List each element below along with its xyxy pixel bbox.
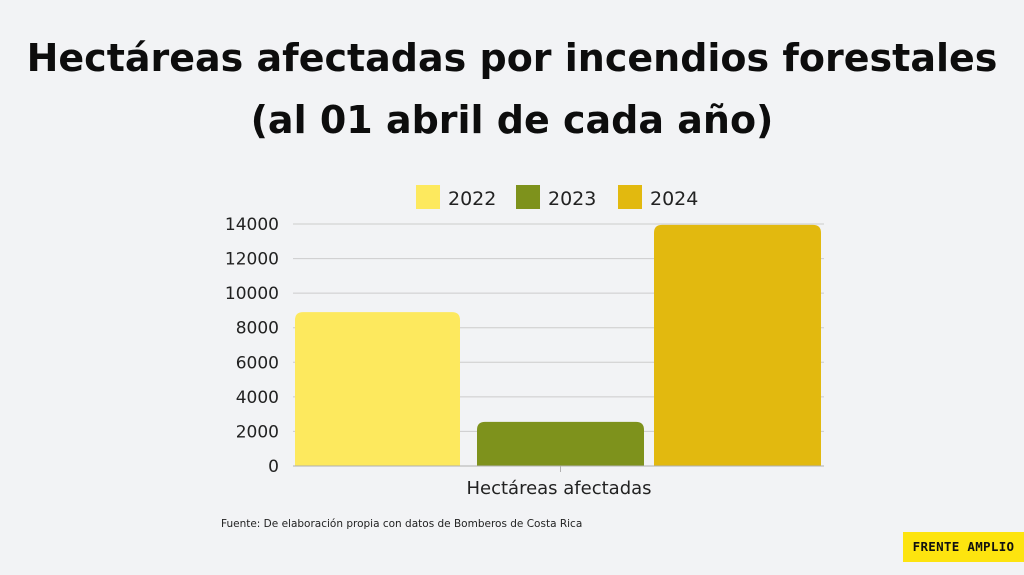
source-footnote: Fuente: De elaboración propia con datos … xyxy=(221,518,583,530)
x-category-label: Hectáreas afectadas xyxy=(466,478,651,499)
legend-label-2023: 2023 xyxy=(548,188,596,210)
y-tick-label: 2000 xyxy=(236,422,279,442)
chart-title-line-2: (al 01 abril de cada año) xyxy=(250,98,774,142)
legend-swatch-2023 xyxy=(516,185,540,209)
brand-logo: FRENTE AMPLIO xyxy=(903,532,1024,562)
y-tick-label: 4000 xyxy=(236,388,279,408)
y-tick-label: 8000 xyxy=(236,319,279,339)
bar-2024 xyxy=(654,224,821,466)
legend-label-2024: 2024 xyxy=(650,188,698,210)
y-tick-label: 12000 xyxy=(225,250,279,270)
bar-2023 xyxy=(477,421,644,466)
y-tick-label: 6000 xyxy=(236,353,279,373)
legend-swatch-2022 xyxy=(416,185,440,209)
y-tick-label: 10000 xyxy=(225,284,279,304)
y-tick-label: 0 xyxy=(268,457,279,477)
chart-title-line-1: Hectáreas afectadas por incendios forest… xyxy=(26,36,998,80)
bar-chart: 0 2000 4000 6000 8000 10000 12000 14000 Hectárea… xyxy=(225,185,824,499)
legend-swatch-2024 xyxy=(618,185,642,209)
y-tick-label: 14000 xyxy=(225,215,279,235)
bar-2022 xyxy=(295,312,460,466)
legend-label-2022: 2022 xyxy=(448,188,496,210)
